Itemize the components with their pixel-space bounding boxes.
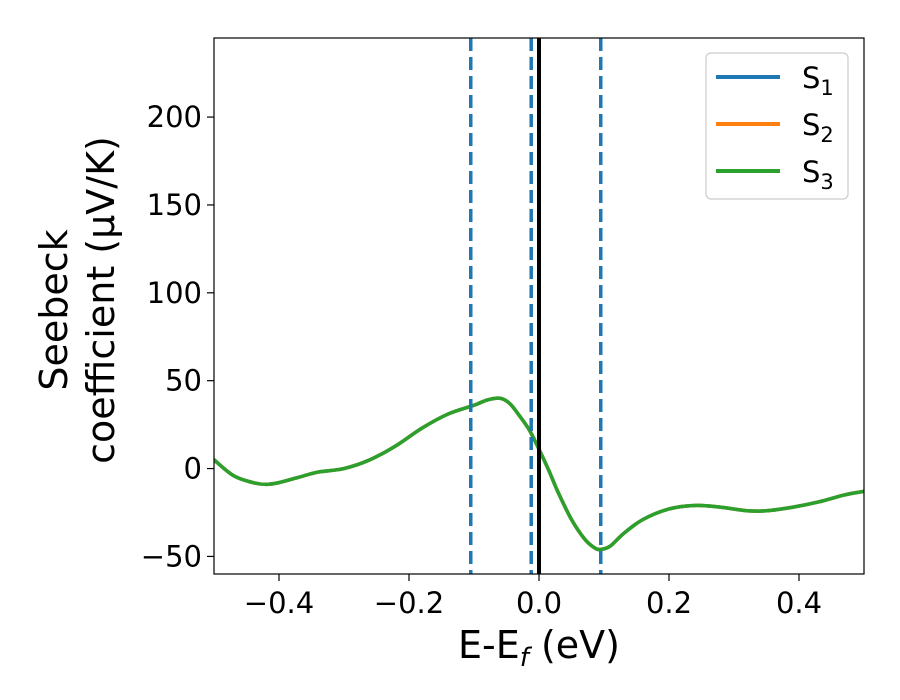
y-tick-label: 100 [147, 276, 202, 310]
y-tick-label: 200 [147, 100, 202, 134]
x-tick-label: 0.0 [516, 586, 562, 620]
legend-label: S1 [802, 61, 834, 100]
x-tick-label: 0.4 [776, 586, 822, 620]
x-tick-label: −0.2 [374, 586, 444, 620]
x-tick-label: 0.2 [646, 586, 692, 620]
y-axis-label-line1: Seebeck [32, 229, 76, 390]
y-tick-label: 0 [184, 452, 202, 486]
legend-label: S3 [802, 155, 834, 194]
y-tick-label: 50 [165, 364, 202, 398]
y-axis-label-line2: coefficient (μV/K) [79, 136, 123, 464]
legend: S1 S2 S3 [705, 52, 849, 200]
x-tick-label: −0.4 [244, 586, 314, 620]
y-tick-label: 150 [147, 188, 202, 222]
legend-label: S2 [802, 108, 834, 147]
y-tick-label: −50 [141, 539, 202, 573]
x-axis-label: E-Ef (eV) [458, 623, 620, 673]
